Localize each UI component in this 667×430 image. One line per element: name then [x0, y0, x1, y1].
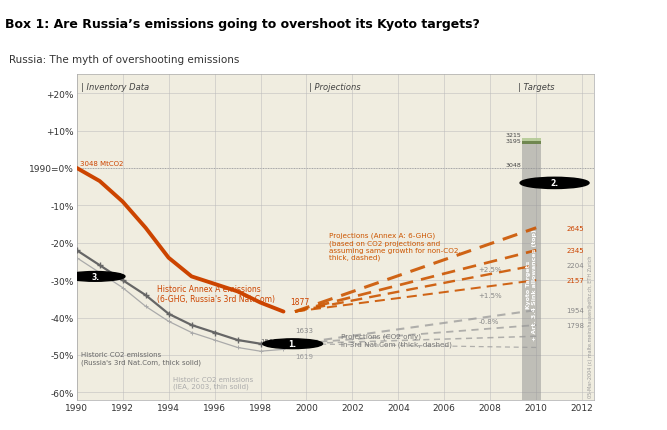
Text: 2345: 2345 [566, 248, 584, 254]
Text: 3048: 3048 [506, 163, 522, 168]
Text: 2204: 2204 [566, 263, 584, 269]
Text: 3.: 3. [91, 272, 99, 281]
Text: 2157: 2157 [566, 277, 584, 283]
Text: | Projections: | Projections [309, 83, 360, 92]
Text: 1954: 1954 [566, 307, 584, 313]
Bar [522, 144, 541, 169]
Circle shape [263, 339, 323, 349]
Circle shape [65, 272, 125, 282]
Text: Box 1: Are Russia’s emissions going to overshoot its Kyoto targets?: Box 1: Are Russia’s emissions going to o… [5, 18, 480, 31]
Text: 1798: 1798 [566, 322, 584, 328]
Bar [522, 142, 541, 144]
Text: +1.5%: +1.5% [479, 292, 502, 298]
Text: 1510: 1510 [261, 338, 278, 344]
Text: 2645: 2645 [566, 225, 584, 231]
Text: 05-Mar-2004 (c) malte.meinshausen@ethz.ch, ETH Zurich: 05-Mar-2004 (c) malte.meinshausen@ethz.c… [588, 255, 592, 396]
Bar [522, 138, 541, 144]
Text: Projections (CO2 only)
in 3rd Nat.Com (thick, dashed): Projections (CO2 only) in 3rd Nat.Com (t… [341, 333, 452, 347]
Text: 3195: 3195 [506, 138, 522, 144]
Text: 3048 MtCO2: 3048 MtCO2 [80, 160, 123, 166]
Text: Historic Annex A emissions
(6-GHG, Russia's 3rd Nat.Com): Historic Annex A emissions (6-GHG, Russi… [157, 284, 275, 304]
Text: 2.: 2. [550, 179, 559, 188]
Text: 3215: 3215 [506, 132, 522, 138]
Text: -0.8%: -0.8% [479, 319, 499, 325]
Bar [522, 169, 541, 400]
Text: 1877: 1877 [290, 298, 309, 307]
Text: 1619: 1619 [295, 353, 313, 359]
Text: Projections (Annex A: 6-GHG)
(based on CO2 projections and
assuming same growth : Projections (Annex A: 6-GHG) (based on C… [329, 232, 461, 261]
Circle shape [520, 178, 589, 189]
Text: 1633: 1633 [295, 327, 313, 333]
Text: 1.: 1. [289, 339, 297, 348]
Text: Historic CO2 emissions
(IEA, 2003, thin solid): Historic CO2 emissions (IEA, 2003, thin … [173, 376, 253, 389]
Text: +2.5%: +2.5% [479, 266, 502, 272]
Text: Historic CO2 emissions
(Russia's 3rd Nat.Com, thick solid): Historic CO2 emissions (Russia's 3rd Nat… [81, 351, 201, 365]
Text: Kyoto Targets
+ Art. 3.4 Sink allowances (top): Kyoto Targets + Art. 3.4 Sink allowances… [526, 228, 537, 340]
Text: | Targets: | Targets [518, 83, 554, 92]
Text: | Inventory Data: | Inventory Data [81, 83, 149, 92]
Text: Russia: The myth of overshooting emissions: Russia: The myth of overshooting emissio… [9, 55, 239, 65]
